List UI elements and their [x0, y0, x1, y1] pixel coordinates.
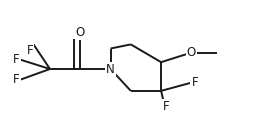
Text: F: F	[27, 44, 34, 57]
Text: N: N	[106, 63, 115, 75]
Text: F: F	[13, 73, 20, 86]
Text: F: F	[192, 76, 198, 89]
Text: F: F	[163, 100, 169, 113]
Text: O: O	[76, 26, 85, 39]
Text: O: O	[187, 46, 196, 59]
Text: F: F	[13, 53, 20, 66]
